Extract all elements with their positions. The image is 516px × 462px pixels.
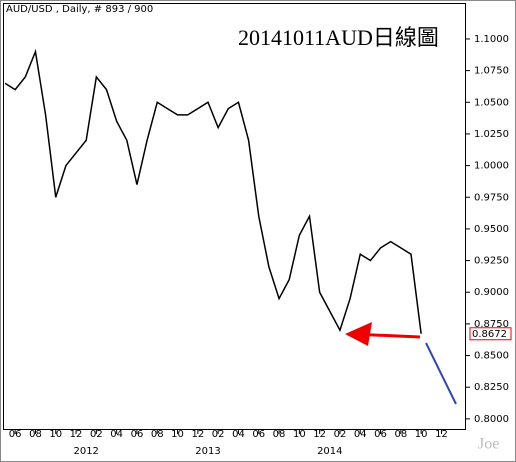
x-tick-label: 06 — [9, 429, 22, 440]
blue-line — [425, 342, 457, 405]
y-tick-label: 0.8500 — [474, 351, 509, 362]
x-tick-label: 04 — [110, 429, 123, 440]
x-tick-label: 12 — [313, 429, 326, 440]
x-tick-label: 04 — [354, 429, 367, 440]
x-tick-label: 10 — [293, 429, 306, 440]
y-tick-label: 1.0750 — [474, 66, 509, 77]
plot-frame — [3, 3, 466, 430]
x-tick-label: 02 — [334, 429, 347, 440]
year-label: 2012 — [73, 446, 98, 457]
year-label: 2013 — [195, 446, 220, 457]
x-tick-label: 02 — [90, 429, 103, 440]
y-tick-label: 1.0250 — [474, 129, 509, 140]
y-tick-label: 0.8750 — [474, 319, 509, 330]
y-tick-label: 0.8250 — [474, 382, 509, 393]
x-tick-label: 04 — [232, 429, 245, 440]
x-tick-label: 06 — [374, 429, 387, 440]
red-arrow-head — [345, 322, 372, 346]
y-tick-label: 0.9000 — [474, 287, 509, 298]
year-label: 2014 — [317, 446, 342, 457]
x-tick-label: 10 — [49, 429, 62, 440]
x-tick-label: 10 — [415, 429, 428, 440]
x-tick-label: 12 — [191, 429, 204, 440]
x-tick-label: 06 — [131, 429, 144, 440]
y-tick-label: 0.9250 — [474, 256, 509, 267]
watermark: Joe — [478, 436, 499, 453]
x-tick-label: 06 — [252, 429, 265, 440]
y-tick-label: 0.9500 — [474, 224, 509, 235]
x-tick-label: 02 — [212, 429, 225, 440]
last-price-box — [469, 327, 512, 341]
y-tick-label: 0.9750 — [474, 192, 509, 203]
chart-title: 20141011AUD日線圖 — [238, 25, 439, 50]
y-tick-label: 1.0000 — [474, 161, 509, 172]
x-tick-label: 12 — [435, 429, 448, 440]
y-tick-label: 1.1000 — [474, 34, 509, 45]
x-tick-label: 12 — [70, 429, 83, 440]
x-tick-label: 08 — [273, 429, 286, 440]
x-tick-label: 10 — [171, 429, 184, 440]
x-tick-label: 08 — [151, 429, 164, 440]
price-line — [4, 48, 422, 334]
x-tick-label: 08 — [394, 429, 407, 440]
last-price-label: 0.8672 — [472, 329, 507, 340]
y-tick-label: 0.8000 — [474, 414, 509, 425]
y-tick-label: 1.0500 — [474, 97, 509, 108]
header: AUD/USD , Daily, # 893 / 900 — [6, 4, 153, 15]
x-tick-label: 08 — [29, 429, 42, 440]
